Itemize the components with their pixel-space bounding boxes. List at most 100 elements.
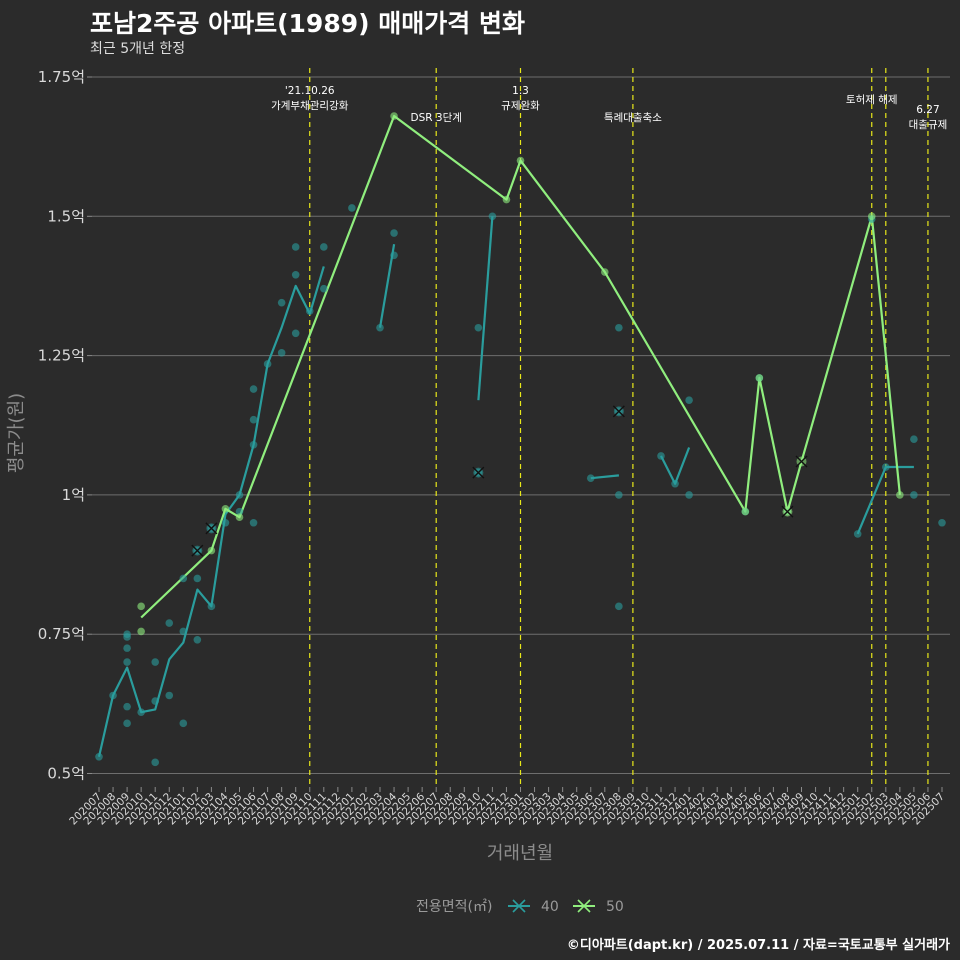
series-50-cross-marker [781, 505, 794, 518]
series-40-point [109, 691, 117, 700]
series-40-point [165, 619, 174, 627]
event-label: 특례대출축소 [604, 112, 662, 124]
series-40-point [221, 518, 230, 527]
series-40-point [179, 719, 188, 728]
x-axis-title: 거래년월 [487, 843, 553, 864]
series-40-point [685, 491, 693, 499]
y-tick-label: 0.75억 [38, 625, 85, 643]
series-40-point [95, 752, 103, 761]
series-40-point [235, 491, 244, 499]
y-tick-label: 1.75억 [38, 68, 85, 86]
series-40-point [249, 385, 258, 393]
event-lines [309, 68, 929, 787]
series-40-point [179, 627, 188, 636]
x-axis: 2020072020082020092020102020112020122021… [67, 787, 947, 827]
series-40-point [291, 329, 300, 338]
series-40-point [910, 435, 918, 443]
grid [92, 76, 950, 774]
series-40-point [474, 323, 483, 332]
series-40-point [193, 635, 202, 644]
series-40-point [151, 758, 159, 767]
series-40-line [660, 447, 691, 485]
chart-title: 포남2주공 아파트(1989) 매매가격 변화 [90, 9, 525, 38]
legend-label-40: 40 [541, 899, 559, 915]
series-50-point [741, 507, 750, 516]
series-50-cross-marker [795, 455, 808, 468]
series-40-cross-marker [472, 466, 485, 479]
series-40-point [853, 530, 862, 538]
series-40-point [151, 658, 159, 666]
series-40-point [249, 440, 258, 449]
series-40-point [348, 204, 356, 212]
series-40-point [179, 574, 188, 583]
series-50-point [502, 195, 511, 204]
series-40-point [249, 518, 258, 527]
series-40-point [263, 360, 272, 368]
legend-cross-50 [577, 899, 591, 913]
series-50-point [755, 374, 764, 382]
series-40-point [277, 298, 286, 307]
y-tick-label: 0.5억 [47, 765, 85, 783]
series-50-point [137, 627, 145, 636]
series-40-point [277, 349, 286, 357]
series-50-point [896, 491, 904, 499]
legend-cross-40 [512, 899, 526, 913]
event-label: 6.27 [916, 104, 939, 116]
series-50-point [867, 212, 876, 221]
series-40-point [320, 243, 328, 251]
series-40-point [488, 212, 497, 221]
series-40-line [97, 266, 325, 758]
series-40-point [657, 452, 665, 460]
series-40-point [123, 644, 131, 652]
legend: 전용면적(㎡) 40 50 [416, 899, 624, 915]
series-40-point [390, 251, 398, 260]
series-40-point [235, 507, 244, 516]
series-50-point [601, 268, 609, 276]
series-50-point [390, 112, 398, 120]
series-50-point [516, 156, 525, 165]
series-40-point [615, 491, 623, 499]
series-40-cross-marker [191, 544, 204, 557]
series-40-point [615, 602, 623, 611]
y-tick-label: 1억 [62, 486, 85, 504]
series-40-line [590, 474, 620, 480]
y-tick-label: 1.25억 [38, 347, 85, 365]
series-lines [97, 114, 914, 758]
series-40-point [123, 658, 131, 666]
event-label: 1.3 [512, 85, 529, 97]
series-40-point [671, 479, 679, 488]
series-40-point [207, 602, 216, 611]
y-axis: 0.5억 0.75억 1억 1.25억 1.5억 1.75억 [38, 68, 92, 783]
chart-subtitle: 최근 5개년 한정 [90, 41, 186, 57]
series-40-cross-marker [612, 405, 625, 418]
series-points [95, 112, 946, 767]
series-40-point [390, 229, 398, 237]
series-40-point [586, 474, 595, 482]
series-40-cross-marker [205, 522, 218, 535]
series-40-point [305, 307, 314, 315]
event-label: 대출규제 [909, 119, 948, 131]
series-50-point [137, 602, 145, 611]
series-40-point [151, 697, 159, 705]
series-40-point [291, 243, 300, 251]
series-40-point [291, 271, 300, 279]
series-40-point [123, 630, 131, 638]
series-40-point [938, 518, 946, 527]
series-40-point [249, 415, 258, 424]
series-40-point [376, 323, 384, 332]
series-40-point [685, 396, 693, 404]
series-40-point [123, 702, 131, 711]
series-40-point [123, 719, 131, 728]
legend-label-50: 50 [606, 899, 624, 915]
series-40-point [165, 691, 174, 700]
y-axis-title: 평균가(원) [6, 393, 27, 473]
series-50-point [235, 513, 244, 521]
series-40-point [615, 323, 623, 332]
series-40-point [137, 708, 145, 717]
event-label: 가계부채관리강화 [271, 100, 349, 112]
series-50-point [207, 546, 216, 555]
event-label: 규제완화 [501, 99, 540, 112]
series-40-point [910, 491, 918, 499]
